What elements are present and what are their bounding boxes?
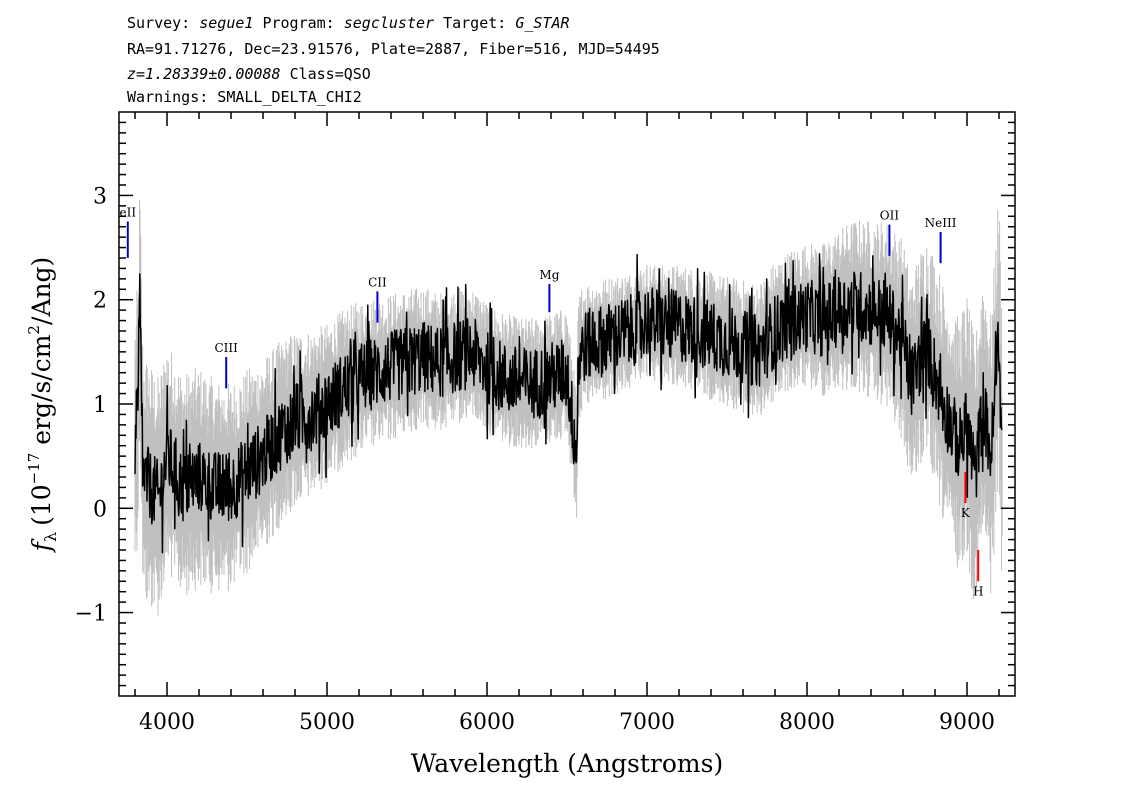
line-marker-k: K bbox=[961, 471, 971, 520]
y-tick-label: −1 bbox=[75, 602, 107, 627]
line-marker-label: eII bbox=[120, 206, 137, 220]
y-axis-ticks: −1 0 1 2 3 bbox=[75, 121, 1015, 687]
flux-line bbox=[134, 253, 1003, 554]
x-tick-label: 5000 bbox=[299, 710, 355, 735]
class-value: Class=QSO bbox=[290, 65, 371, 83]
x-axis-label: Wavelength (Angstroms) bbox=[411, 749, 723, 778]
header-line-3: z=1.28339±0.00088 Class=QSO bbox=[127, 65, 371, 83]
line-marker-label: NeIII bbox=[925, 216, 957, 230]
redshift-value: z=1.28339±0.00088 bbox=[127, 65, 281, 83]
survey-value: segue1 bbox=[199, 14, 253, 32]
line-marker-eii: eII bbox=[120, 206, 137, 258]
program-label: Program: bbox=[262, 14, 334, 32]
target-value: G_STAR bbox=[515, 14, 569, 32]
line-marker-cii: CII bbox=[368, 275, 387, 323]
x-tick-label: 4000 bbox=[139, 710, 195, 735]
y-axis-label: fλ(10−17 erg/s/cm2/Ang) bbox=[25, 257, 60, 554]
header-line-1: Survey: segue1 Program: segcluster Targe… bbox=[127, 14, 570, 32]
y-tick-label: 1 bbox=[93, 393, 107, 418]
program-value: segcluster bbox=[344, 14, 434, 32]
x-tick-label: 7000 bbox=[619, 710, 675, 735]
y-tick-label: 0 bbox=[93, 497, 107, 522]
line-marker-ciii: CIII bbox=[214, 341, 238, 389]
line-marker-label: OII bbox=[880, 209, 900, 223]
x-axis-ticks: 4000 5000 6000 7000 8000 9000 bbox=[134, 112, 1000, 735]
header-line-2: RA=91.71276, Dec=23.91576, Plate=2887, F… bbox=[127, 40, 660, 58]
survey-label: Survey: bbox=[127, 14, 190, 32]
line-marker-mg: Mg bbox=[539, 268, 560, 313]
header: Survey: segue1 Program: segcluster Targe… bbox=[127, 14, 660, 106]
y-tick-label: 2 bbox=[93, 289, 107, 314]
line-marker-label: H bbox=[973, 584, 983, 598]
line-markers: eII CIII CII Mg OII NeIII K H bbox=[120, 206, 984, 599]
line-marker-neiii: NeIII bbox=[925, 216, 957, 264]
x-tick-label: 9000 bbox=[939, 710, 995, 735]
header-line-4: Warnings: SMALL_DELTA_CHI2 bbox=[127, 88, 362, 106]
line-marker-label: CII bbox=[368, 275, 387, 289]
y-tick-label: 3 bbox=[93, 184, 107, 209]
line-marker-label: K bbox=[961, 506, 971, 520]
x-tick-label: 8000 bbox=[779, 710, 835, 735]
line-marker-h: H bbox=[973, 550, 983, 598]
line-marker-label: Mg bbox=[539, 268, 559, 282]
flux-series bbox=[134, 253, 1003, 554]
x-tick-label: 6000 bbox=[459, 710, 515, 735]
line-marker-oii: OII bbox=[880, 209, 900, 256]
target-label: Target: bbox=[443, 14, 506, 32]
line-marker-label: CIII bbox=[214, 341, 238, 355]
